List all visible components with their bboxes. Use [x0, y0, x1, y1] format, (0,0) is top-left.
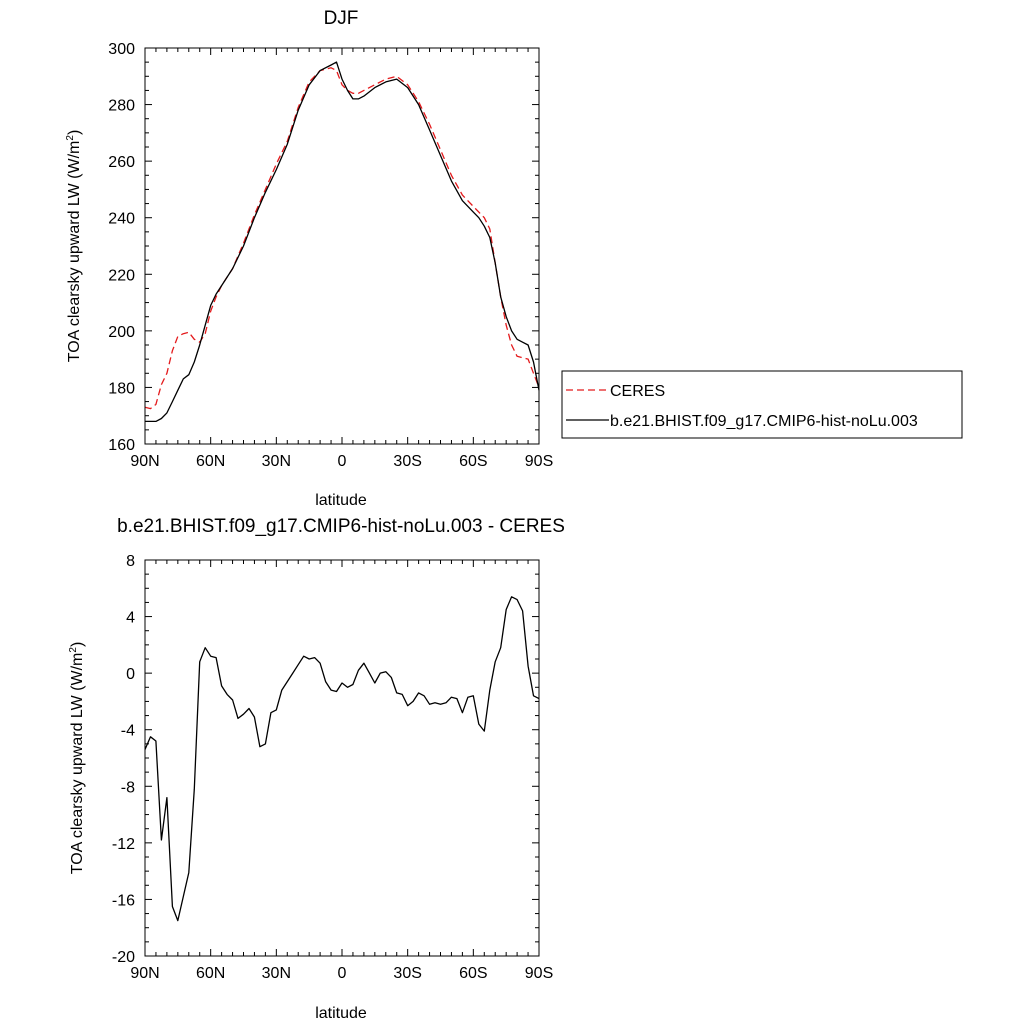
y-tick-label: 220	[108, 267, 135, 284]
panel-top-frame	[144, 47, 540, 445]
panel-bottom: b.e21.BHIST.f09_g17.CMIP6-hist-noLu.003 …	[68, 516, 565, 1022]
legend-label-model: b.e21.BHIST.f09_g17.CMIP6-hist-noLu.003	[610, 413, 918, 430]
x-tick-label: 60S	[459, 965, 487, 982]
legend-box	[561, 370, 963, 439]
panel-top-ylabel: TOA clearsky upward LW (W/m2)	[65, 130, 83, 363]
panel-top-series	[144, 61, 540, 423]
series-line-bottom-0	[144, 596, 540, 922]
series-line-top-1	[145, 61, 540, 423]
x-tick-label: 60N	[196, 965, 225, 982]
y-tick-label: 4	[126, 610, 135, 627]
legend-label-ceres: CERES	[610, 383, 665, 400]
y-tick-label: 180	[108, 380, 135, 397]
panel-bottom-ylabel-close: )	[69, 642, 86, 647]
panel-top: DJF TOA clearsky upward LW (W/m2) latitu…	[65, 8, 553, 509]
y-tick-label: -12	[112, 836, 135, 853]
panel-top-ylabel-main: TOA clearsky upward LW (W/m	[66, 141, 83, 363]
series-line-top-0	[144, 67, 540, 410]
panel-bottom-ylabel-main: TOA clearsky upward LW (W/m	[69, 653, 86, 875]
y-tick-label: 160	[108, 437, 135, 454]
legend: CERES b.e21.BHIST.f09_g17.CMIP6-hist-noL…	[561, 370, 963, 439]
y-tick-label: 0	[126, 666, 135, 683]
x-tick-label: 90N	[130, 453, 159, 470]
panel-bottom-ylabel-sup: 2	[68, 647, 79, 653]
x-tick-label: 90N	[130, 965, 159, 982]
y-tick-label: 280	[108, 98, 135, 115]
y-tick-label: -8	[121, 779, 135, 796]
x-tick-label: 30S	[393, 453, 421, 470]
y-tick-label: 260	[108, 154, 135, 171]
x-tick-label: 30N	[262, 453, 291, 470]
panel-bottom-ylabel: TOA clearsky upward LW (W/m2)	[68, 642, 86, 875]
x-tick-label: 60S	[459, 453, 487, 470]
panel-top-ylabel-sup: 2	[65, 135, 76, 141]
panel-top-ylabel-close: )	[66, 130, 83, 135]
y-tick-label: -16	[112, 892, 135, 909]
x-tick-label: 0	[338, 453, 347, 470]
panel-bottom-xlabel: latitude	[315, 1005, 367, 1022]
y-tick-label: 8	[126, 553, 135, 570]
svg-text:TOA clearsky upward LW (W/m2): TOA clearsky upward LW (W/m2)	[68, 642, 86, 875]
y-tick-label: 200	[108, 324, 135, 341]
panel-top-xlabel: latitude	[315, 492, 367, 509]
panel-bottom-frame	[144, 559, 540, 957]
panel-bottom-title: b.e21.BHIST.f09_g17.CMIP6-hist-noLu.003 …	[117, 516, 565, 537]
panel-top-axes: 90N 60N 30N 0 30S 60S 90S 160 180 200 220 240 260 280…	[108, 41, 553, 470]
x-tick-label: 90S	[525, 965, 553, 982]
svg-text:TOA clearsky upward LW (W/m2): TOA clearsky upward LW (W/m2)	[65, 130, 83, 363]
y-tick-label: -4	[121, 723, 135, 740]
y-tick-label: 240	[108, 211, 135, 228]
panel-top-title: DJF	[324, 8, 359, 29]
x-tick-label: 0	[338, 965, 347, 982]
y-tick-label: 300	[108, 41, 135, 58]
x-tick-label: 30N	[262, 965, 291, 982]
x-tick-label: 60N	[196, 453, 225, 470]
x-tick-label: 30S	[393, 965, 421, 982]
y-tick-label: -20	[112, 949, 135, 966]
panel-bottom-series	[144, 596, 540, 922]
x-tick-label: 90S	[525, 453, 553, 470]
